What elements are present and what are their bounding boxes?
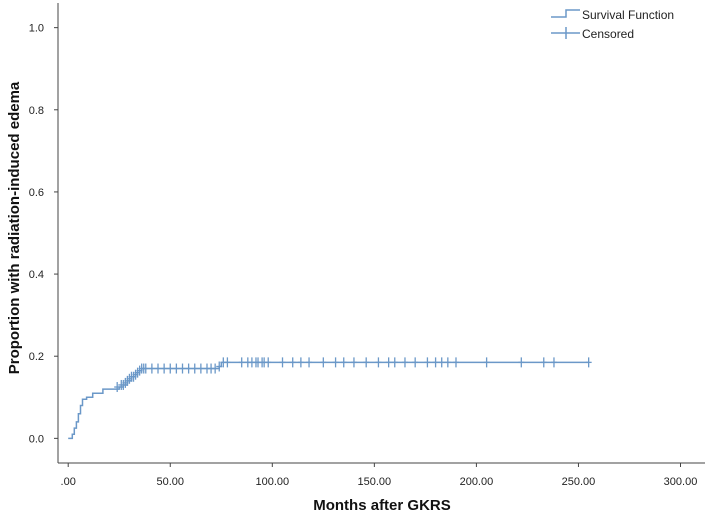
censored-marker — [452, 357, 459, 368]
censored-marker — [306, 357, 313, 368]
censored-marker — [585, 357, 592, 368]
x-tick-label: 150.00 — [358, 476, 392, 488]
censored-marker — [185, 363, 192, 374]
survival-line — [68, 361, 589, 440]
censored-marker — [155, 363, 162, 374]
censored-marker — [363, 357, 370, 368]
y-tick-label: 0.8 — [29, 105, 44, 117]
censored-marker — [212, 363, 219, 374]
axes — [57, 3, 705, 464]
legend-censored-label: Censored — [582, 27, 634, 41]
x-tick-label: 100.00 — [255, 476, 289, 488]
censored-marker — [391, 357, 398, 368]
censored-marker — [161, 363, 168, 374]
censored-marker — [540, 357, 547, 368]
censored-marker — [167, 363, 174, 374]
x-tick-label: 300.00 — [664, 476, 698, 488]
y-tick-label: 1.0 — [29, 23, 44, 35]
censored-marker — [224, 357, 231, 368]
y-axis-title: Proportion with radiation-induced edema — [6, 81, 23, 374]
censored-marker — [142, 363, 149, 374]
censored-marker — [332, 357, 339, 368]
censored-marker — [550, 357, 557, 368]
y-tick-label: 0.0 — [29, 433, 44, 445]
censored-marker — [438, 357, 445, 368]
x-tick-label: 250.00 — [562, 476, 596, 488]
censored-marker — [375, 357, 382, 368]
censored-marker — [444, 357, 451, 368]
censored-marker — [289, 357, 296, 368]
censored-marker — [518, 357, 525, 368]
y-tick-label: 0.2 — [29, 351, 44, 363]
censored-marker — [297, 357, 304, 368]
censored-marker — [216, 361, 223, 372]
censored-marker — [432, 357, 439, 368]
ticks: 0.0 0.2 0.4 0.6 0.8 1.0 .00 50.00 100.00 150.00 20… — [29, 23, 698, 488]
censored-marker — [179, 363, 186, 374]
legend: Survival Function Censored — [551, 8, 674, 41]
censored-marker — [483, 357, 490, 368]
x-tick-label: 200.00 — [460, 476, 494, 488]
censored-marker — [385, 357, 392, 368]
censored-marker — [412, 357, 419, 368]
censored-marker — [265, 357, 272, 368]
censored-marker — [401, 357, 408, 368]
x-tick-label: 50.00 — [156, 476, 184, 488]
y-tick-label: 0.4 — [29, 269, 44, 281]
censored-marker — [279, 357, 286, 368]
censored-marker — [238, 357, 245, 368]
censored-marker — [320, 357, 327, 368]
x-tick-label: .00 — [61, 476, 76, 488]
censored-marker — [424, 357, 431, 368]
censored-marker — [340, 357, 347, 368]
censored-marker — [197, 363, 204, 374]
censored-marker — [191, 363, 198, 374]
censored-marker — [114, 382, 121, 393]
censored-marker — [173, 363, 180, 374]
censored-marker — [350, 357, 357, 368]
censored-marker — [148, 363, 155, 374]
y-tick-label: 0.6 — [29, 187, 44, 199]
legend-survival-label: Survival Function — [582, 8, 674, 22]
plot-area — [68, 357, 592, 440]
x-axis-title: Months after GKRS — [313, 497, 451, 514]
legend-survival-swatch — [551, 9, 580, 18]
